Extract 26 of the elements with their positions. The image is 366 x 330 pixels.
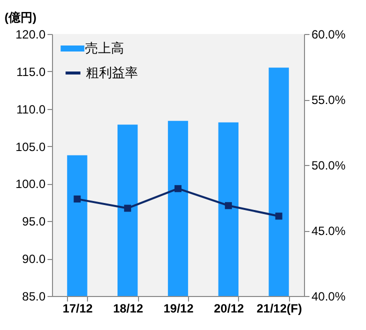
x-tick-label: 17/12 <box>62 302 94 316</box>
y-tick-label: 110.0 <box>16 102 46 116</box>
legend-label: 売上高 <box>85 40 124 56</box>
y-tick-label: 100.0 <box>15 177 46 192</box>
y-tick-label: 120.0 <box>15 28 46 42</box>
legend-label: 粗利益率 <box>86 65 138 80</box>
y-tick-label: 95.0 <box>22 214 46 229</box>
x-tick-label: 21/12(F) <box>256 302 302 316</box>
y2-tick-label: 60.0% <box>312 28 346 42</box>
x-tick-label: 19/12 <box>163 302 194 316</box>
y2-tick-label: 55.0% <box>312 93 346 107</box>
x-tick-label: 18/12 <box>113 302 144 316</box>
y-tick-label: 105.0 <box>15 140 46 154</box>
point <box>74 196 81 203</box>
y-axis-title: (億円) <box>4 10 36 24</box>
y-tick-label: 90.0 <box>22 252 46 266</box>
y-tick-label: 115.0 <box>16 64 46 79</box>
y-tick-label: 85.0 <box>22 290 46 304</box>
y2-tick-label: 50.0% <box>312 158 346 172</box>
point <box>124 204 132 212</box>
y2-tick-label: 45.0% <box>312 224 346 238</box>
point <box>224 202 232 210</box>
point <box>174 185 182 192</box>
x-tick-label: 20/12 <box>214 302 244 316</box>
y2-tick-label: 40.0% <box>312 290 346 304</box>
point <box>275 212 282 220</box>
